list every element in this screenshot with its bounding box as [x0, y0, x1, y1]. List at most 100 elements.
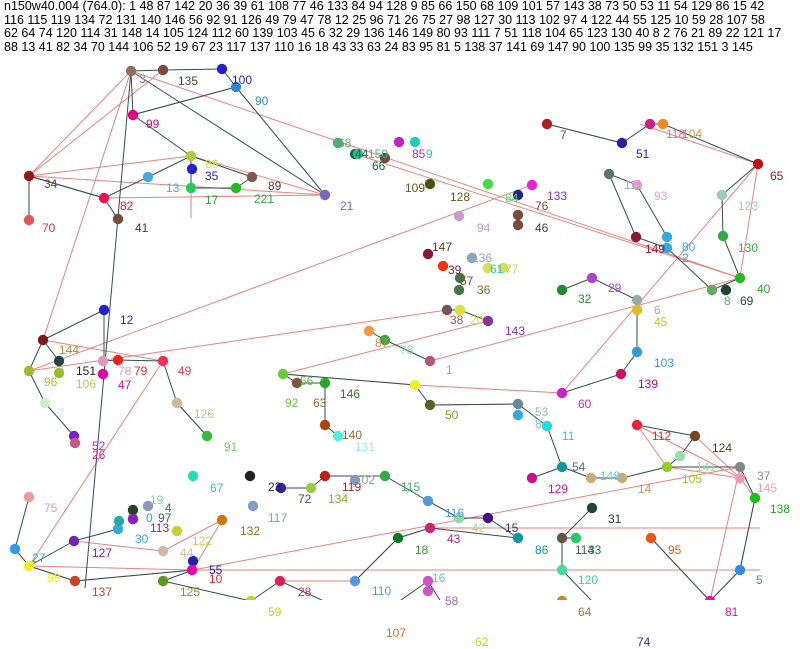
graph-node[interactable]	[631, 419, 643, 431]
graph-node[interactable]	[23, 365, 35, 377]
graph-node[interactable]	[142, 171, 154, 183]
graph-node[interactable]	[631, 346, 643, 358]
graph-node[interactable]	[319, 419, 331, 431]
graph-node[interactable]	[98, 192, 110, 204]
graph-node[interactable]	[541, 420, 553, 432]
graph-node[interactable]	[39, 397, 51, 409]
graph-node[interactable]	[616, 472, 628, 484]
graph-node[interactable]	[157, 545, 169, 557]
graph-node[interactable]	[512, 209, 524, 221]
graph-node[interactable]	[631, 294, 643, 306]
graph-node[interactable]	[616, 137, 628, 149]
graph-node[interactable]	[454, 272, 466, 284]
graph-node[interactable]	[127, 109, 139, 121]
graph-node[interactable]	[23, 560, 35, 572]
graph-node[interactable]	[734, 461, 746, 473]
graph-node[interactable]	[9, 543, 21, 555]
graph-node[interactable]	[704, 595, 716, 600]
graph-node[interactable]	[244, 470, 256, 482]
graph-node[interactable]	[319, 189, 331, 201]
graph-node[interactable]	[23, 491, 35, 503]
graph-node[interactable]	[661, 242, 673, 254]
graph-node[interactable]	[541, 118, 553, 130]
graph-node[interactable]	[482, 178, 494, 190]
graph-node[interactable]	[422, 495, 434, 507]
graph-node[interactable]	[752, 158, 764, 170]
graph-node[interactable]	[216, 63, 228, 75]
graph-node[interactable]	[379, 152, 391, 164]
graph-node[interactable]	[142, 500, 154, 512]
graph-node[interactable]	[245, 595, 257, 600]
graph-node[interactable]	[230, 182, 242, 194]
graph-node[interactable]	[556, 284, 568, 296]
graph-node[interactable]	[422, 585, 434, 597]
graph-node[interactable]	[98, 304, 110, 316]
graph-node[interactable]	[97, 368, 109, 380]
graph-node[interactable]	[437, 260, 449, 272]
graph-node[interactable]	[53, 367, 65, 379]
graph-node[interactable]	[453, 284, 465, 296]
graph-node[interactable]	[512, 189, 524, 201]
graph-node[interactable]	[332, 137, 344, 149]
graph-node[interactable]	[127, 504, 139, 516]
graph-node[interactable]	[246, 171, 258, 183]
graph-node[interactable]	[319, 470, 331, 482]
graph-node[interactable]	[127, 513, 139, 525]
graph-node[interactable]	[586, 502, 598, 514]
graph-node[interactable]	[23, 214, 35, 226]
graph-node[interactable]	[422, 575, 434, 587]
graph-node[interactable]	[68, 535, 80, 547]
graph-node[interactable]	[661, 461, 673, 473]
graph-node[interactable]	[706, 284, 718, 296]
graph-node[interactable]	[69, 575, 81, 587]
graph-node[interactable]	[631, 304, 643, 316]
graph-node[interactable]	[185, 182, 197, 194]
graph-node[interactable]	[113, 515, 125, 527]
graph-node[interactable]	[69, 437, 81, 449]
graph-node[interactable]	[689, 430, 701, 442]
graph-node[interactable]	[615, 368, 627, 380]
graph-node[interactable]	[657, 118, 669, 130]
graph-node[interactable]	[319, 377, 331, 389]
graph-node[interactable]	[392, 532, 404, 544]
graph-node[interactable]	[717, 230, 729, 242]
graph-node[interactable]	[734, 272, 746, 284]
graph-node[interactable]	[556, 387, 568, 399]
graph-node[interactable]	[349, 575, 361, 587]
graph-node[interactable]	[570, 532, 582, 544]
graph-node[interactable]	[749, 492, 761, 504]
graph-node[interactable]	[556, 564, 568, 576]
graph-node[interactable]	[644, 118, 656, 130]
graph-node[interactable]	[393, 136, 405, 148]
graph-node[interactable]	[186, 564, 198, 576]
graph-node[interactable]	[409, 379, 421, 391]
graph-node[interactable]	[466, 252, 478, 264]
graph-node[interactable]	[720, 284, 732, 296]
graph-node[interactable]	[201, 430, 213, 442]
graph-node[interactable]	[157, 575, 169, 587]
graph-node[interactable]	[53, 355, 65, 367]
graph-node[interactable]	[275, 482, 287, 494]
graph-node[interactable]	[497, 262, 509, 274]
graph-node[interactable]	[23, 170, 35, 182]
graph-node[interactable]	[453, 512, 465, 524]
graph-node[interactable]	[349, 474, 361, 486]
graph-node[interactable]	[482, 315, 494, 327]
graph-node[interactable]	[424, 355, 436, 367]
graph-node[interactable]	[187, 555, 199, 567]
graph-node[interactable]	[422, 248, 434, 260]
graph-node[interactable]	[424, 522, 436, 534]
graph-node[interactable]	[512, 532, 524, 544]
graph-node[interactable]	[332, 430, 344, 442]
graph-node[interactable]	[526, 472, 538, 484]
graph-node[interactable]	[630, 231, 642, 243]
graph-node[interactable]	[453, 210, 465, 222]
graph-node[interactable]	[185, 150, 197, 162]
graph-node[interactable]	[424, 399, 436, 411]
graph-node[interactable]	[216, 514, 228, 526]
graph-node[interactable]	[556, 461, 568, 473]
graph-node[interactable]	[187, 470, 199, 482]
graph-canvas[interactable]: 3 135 100 90 99 34 70 82 41 13 88 35 17 221 89 12 144 151…	[0, 58, 800, 648]
graph-node[interactable]	[482, 262, 494, 274]
graph-node[interactable]	[512, 409, 524, 421]
